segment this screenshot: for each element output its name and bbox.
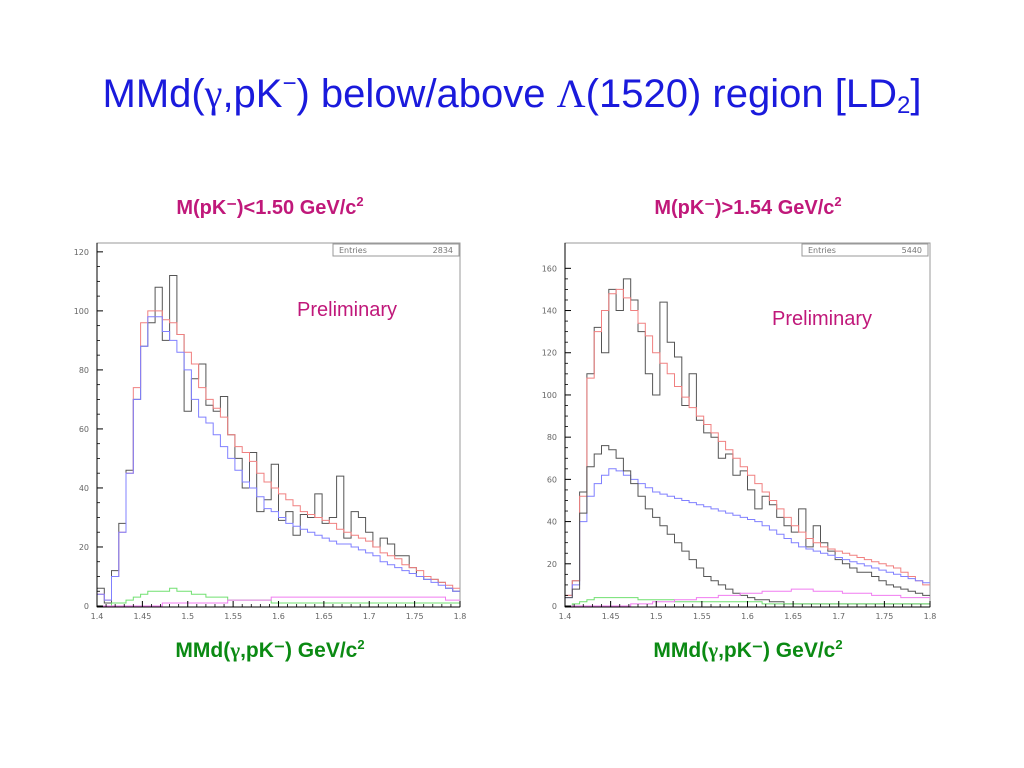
x-tick-label: 1.6 — [272, 612, 285, 621]
y-tick-label: 0 — [84, 602, 89, 611]
y-tick-label: 60 — [79, 425, 89, 434]
x-tick-label: 1.55 — [224, 612, 242, 621]
y-tick-label: 100 — [74, 307, 89, 316]
x-tick-label: 1.65 — [315, 612, 333, 621]
y-tick-label: 0 — [552, 602, 557, 611]
histogram-series-2 — [96, 316, 460, 606]
histogram-series-1 — [564, 288, 930, 606]
stats-entries-value: 5440 — [902, 246, 922, 255]
histogram-series-5 — [565, 588, 930, 607]
x-tick-label: 1.4 — [91, 612, 104, 621]
y-tick-label: 20 — [547, 560, 557, 569]
y-tick-label: 120 — [542, 349, 557, 358]
plot-frame — [564, 242, 931, 608]
left-x-axis-title: MMd(γ,pK⁻) GeV/c2 — [175, 637, 365, 662]
x-tick-label: 1.8 — [924, 612, 937, 621]
slide-title: MMd(γ,pK−) below/above Λ(1520) region [L… — [102, 70, 922, 119]
x-tick-label: 1.8 — [454, 612, 467, 621]
plot-frame — [96, 242, 461, 608]
histogram-series-0 — [564, 278, 930, 606]
x-tick-label: 1.5 — [650, 612, 663, 621]
histogram-series-0 — [96, 275, 460, 606]
y-tick-label: 160 — [542, 264, 557, 273]
x-tick-label: 1.45 — [133, 612, 151, 621]
right-panel-title: M(pK⁻)>1.54 GeV/c2 — [654, 194, 842, 219]
histogram-series-2 — [564, 468, 930, 606]
x-tick-label: 1.4 — [559, 612, 572, 621]
histogram-series-4 — [97, 596, 460, 607]
left-histogram-panel: Entries 2834 1.4 1.45 1.5 1.55 1.6 1.65 1.7 1.75 1… — [74, 242, 467, 621]
stats-entries-label: Entries — [339, 246, 367, 255]
right-x-axis-title: MMd(γ,pK⁻) GeV/c2 — [653, 637, 843, 662]
histogram-series-1 — [96, 310, 460, 606]
stats-entries-label: Entries — [808, 246, 836, 255]
right-preliminary-label: Preliminary — [772, 308, 872, 330]
histogram-series-4 — [565, 597, 930, 607]
x-tick-label: 1.65 — [784, 612, 802, 621]
stats-entries-value: 2834 — [433, 246, 453, 255]
x-tick-label: 1.6 — [741, 612, 754, 621]
left-panel-title: M(pK⁻)<1.50 GeV/c2 — [176, 194, 364, 219]
x-tick-label: 1.75 — [406, 612, 424, 621]
stats-box: Entries 5440 — [801, 243, 929, 257]
y-tick-label: 60 — [547, 475, 557, 484]
x-tick-label: 1.55 — [693, 612, 711, 621]
x-tick-label: 1.75 — [875, 612, 893, 621]
y-tick-label: 120 — [74, 248, 89, 257]
stats-box: Entries 2834 — [332, 243, 460, 257]
left-preliminary-label: Preliminary — [297, 299, 397, 321]
right-histogram-panel: Entries 5440 1.4 1.45 1.5 1.55 1.6 1.65 1.7 1.75 1… — [542, 242, 937, 621]
y-tick-label: 140 — [542, 307, 557, 316]
y-tick-label: 40 — [547, 518, 557, 527]
y-tick-label: 80 — [547, 433, 557, 442]
y-tick-label: 40 — [79, 484, 89, 493]
x-tick-label: 1.5 — [181, 612, 194, 621]
y-tick-label: 80 — [79, 366, 89, 375]
y-tick-label: 20 — [79, 543, 89, 552]
x-tick-label: 1.7 — [363, 612, 376, 621]
x-tick-label: 1.45 — [602, 612, 620, 621]
y-tick-label: 100 — [542, 391, 557, 400]
x-tick-label: 1.7 — [832, 612, 845, 621]
